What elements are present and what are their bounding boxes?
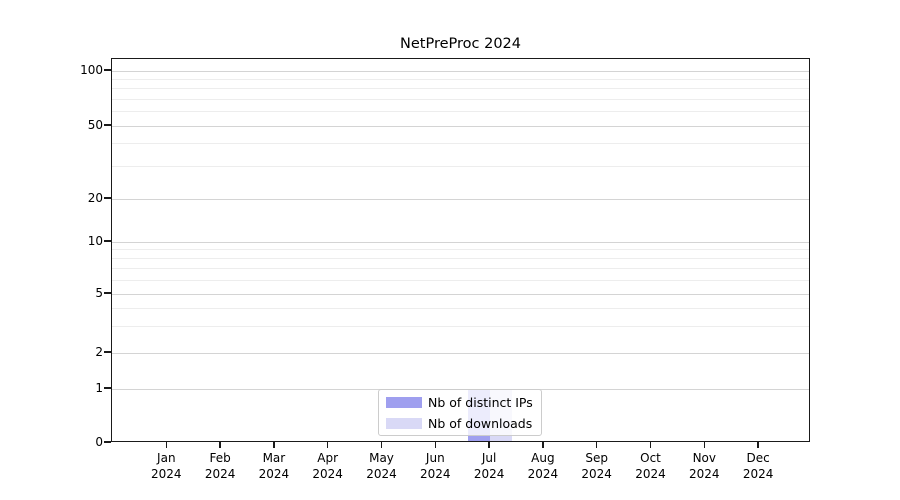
legend-label-downloads: Nb of downloads (428, 415, 533, 431)
y-axis-tick-label: 100 (80, 63, 103, 77)
gridline-minor (112, 307, 809, 309)
gridline-major (112, 125, 809, 127)
legend-swatch-distinct-ips (386, 396, 422, 408)
x-tick-mark (380, 442, 383, 448)
x-tick-month: Apr (317, 451, 339, 465)
y-tick-mark (104, 441, 111, 443)
x-tick-mark (219, 442, 221, 448)
gridline-major (112, 293, 809, 295)
x-tick-year: 2024 (420, 467, 451, 481)
x-tick-month: Aug (531, 451, 555, 465)
x-tick-month: Sep (585, 451, 608, 465)
x-tick-mark (649, 442, 652, 448)
gridline-minor (112, 88, 809, 90)
x-tick-mark (273, 442, 275, 448)
x-tick-month: Jul (481, 451, 497, 465)
x-tick-mark (326, 442, 329, 448)
x-tick-year: 2024 (151, 467, 182, 481)
y-tick-mark (104, 387, 111, 389)
x-tick-month: Jun (425, 451, 445, 465)
gridline-minor (112, 111, 809, 113)
gridline-minor (112, 268, 809, 270)
y-axis-tick-label: 5 (95, 286, 103, 300)
y-axis-tick-label: 20 (87, 191, 103, 205)
gridline-major (112, 241, 809, 243)
legend-entry-downloads: Nb of downloads (386, 413, 534, 433)
y-tick-mark (104, 69, 111, 71)
x-tick-year: 2024 (366, 467, 397, 481)
y-axis-tick-label: 2 (95, 345, 103, 359)
x-tick-year: 2024 (204, 467, 236, 481)
x-axis-tick-label: Sep 2024 (567, 450, 627, 482)
x-tick-month: Dec (746, 451, 770, 465)
plot-inner: Nb of distinct IPs Nb of downloads (112, 59, 809, 441)
y-tick-mark (104, 240, 111, 242)
gridline-minor (112, 98, 809, 100)
x-axis-tick-label: Mar 2024 (244, 450, 304, 482)
y-tick-mark (104, 124, 111, 126)
x-axis-tick-label: Aug 2024 (513, 450, 573, 482)
x-tick-month: Nov (692, 451, 716, 465)
x-tick-month: Jan (157, 451, 176, 465)
x-tick-year: 2024 (473, 467, 505, 481)
y-axis-tick-label: 1 (95, 381, 103, 395)
x-tick-month: Feb (209, 451, 231, 465)
legend-label-distinct-ips: Nb of distinct IPs (428, 394, 533, 410)
plot-area: Nb of distinct IPs Nb of downloads (111, 58, 810, 442)
gridline-minor (112, 166, 809, 168)
x-tick-year: 2024 (689, 467, 720, 481)
x-axis-tick-label: Jan 2024 (136, 450, 196, 482)
x-tick-mark (434, 442, 437, 448)
chart-title: NetPreProc 2024 (400, 36, 521, 52)
x-tick-month: Oct (640, 451, 661, 465)
x-axis-tick-label: Nov 2024 (674, 450, 734, 482)
x-tick-year: 2024 (581, 467, 612, 481)
legend: Nb of distinct IPs Nb of downloads (378, 389, 542, 436)
x-tick-month: May (369, 451, 394, 465)
x-axis-tick-label: Jun 2024 (405, 450, 465, 482)
x-tick-mark (542, 442, 544, 448)
x-tick-mark (488, 442, 490, 448)
y-tick-mark (104, 351, 111, 353)
x-tick-mark (703, 442, 706, 448)
x-axis-tick-label: Feb 2024 (190, 450, 250, 482)
y-axis-tick-label: 50 (87, 118, 103, 132)
gridline-minor (112, 279, 809, 281)
gridline-major (112, 352, 809, 354)
x-tick-year: 2024 (312, 467, 343, 481)
y-tick-mark (104, 292, 111, 294)
x-tick-mark (595, 442, 598, 448)
y-axis-tick-label: 0 (95, 435, 103, 449)
gridline-minor (112, 258, 809, 260)
x-tick-year: 2024 (258, 467, 290, 481)
y-tick-mark (104, 197, 111, 199)
y-axis-tick-label: 10 (87, 234, 103, 248)
x-axis-tick-label: Dec 2024 (728, 450, 788, 482)
legend-entry-distinct-ips: Nb of distinct IPs (386, 392, 534, 412)
gridline-minor (112, 143, 809, 145)
x-tick-mark (165, 442, 168, 448)
x-axis-tick-label: Oct 2024 (621, 450, 681, 482)
gridline-major (112, 70, 809, 72)
x-tick-year: 2024 (742, 467, 774, 481)
x-tick-month: Mar (262, 451, 286, 465)
legend-swatch-downloads (386, 417, 422, 429)
x-axis-tick-label: Jul 2024 (459, 450, 519, 482)
x-axis-tick-label: May 2024 (352, 450, 412, 482)
x-tick-year: 2024 (635, 467, 666, 481)
x-axis-tick-label: Apr 2024 (298, 450, 358, 482)
gridline-minor (112, 78, 809, 80)
x-tick-mark (757, 442, 759, 448)
x-tick-year: 2024 (527, 467, 559, 481)
gridline-minor (112, 249, 809, 251)
gridline-minor (112, 326, 809, 328)
gridline-major (112, 198, 809, 200)
